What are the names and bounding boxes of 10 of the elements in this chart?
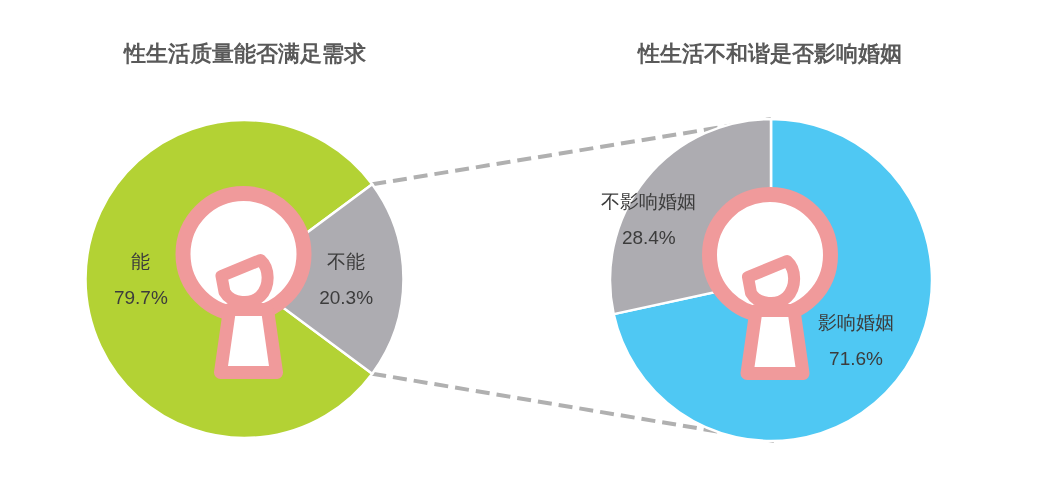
slice-label: 影响婚姻 xyxy=(818,312,894,334)
slice-label: 不影响婚姻 xyxy=(601,190,697,212)
chart-title: 性生活不和谐是否影响婚姻 xyxy=(636,40,902,66)
data-label: 28.4% xyxy=(621,226,676,248)
data-label: 79.7% xyxy=(113,286,168,308)
slice-label: 能 xyxy=(131,250,151,272)
data-label: 20.3% xyxy=(319,286,374,308)
data-label: 71.6% xyxy=(829,348,884,370)
chart-title: 性生活质量能否满足需求 xyxy=(122,40,367,66)
slice-label: 不能 xyxy=(327,250,366,272)
